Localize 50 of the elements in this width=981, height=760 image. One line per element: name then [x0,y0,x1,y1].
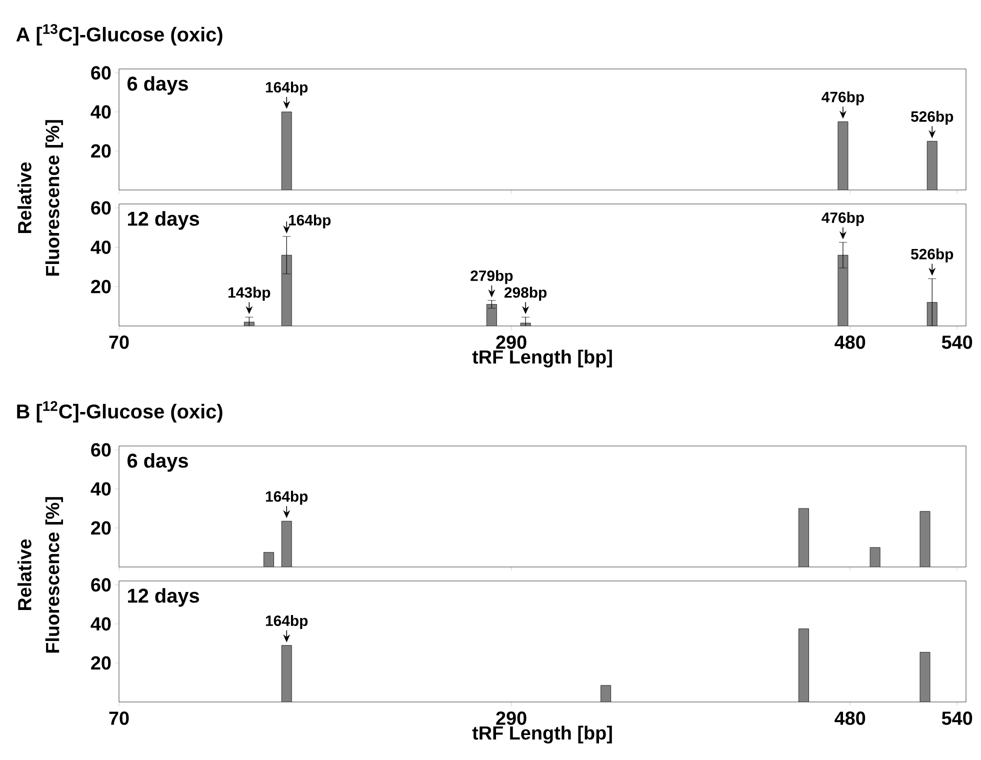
annotation: 476bp [822,212,864,226]
bar [600,685,612,702]
y-tick-label: 20 [91,144,111,158]
bar [281,520,292,567]
x-axis-title: tRF Length [bp] [472,726,612,744]
annotation: 6 days [128,76,188,95]
annotation: 164bp [266,615,308,629]
y-tick-label: 20 [91,656,111,670]
y-axis-title: Relative Fluorescence [%] [17,120,63,276]
annotation: 12 days [128,588,200,607]
annotation: 526bp [910,248,954,262]
y-tick-label: 40 [90,482,111,496]
annotation: 526bp [910,110,954,125]
annotation: 6 days [128,453,188,472]
annotation: 279bp [470,270,513,284]
y-tick-label: 60 [91,578,111,592]
chart-title: A [$^{13}$C]-Glucose (oxic) [16,24,222,46]
y-tick-label: 40 [90,617,111,631]
y-tick-label: 60 [91,201,111,215]
bar [264,552,274,567]
y-axis-title: Relative Fluorescence [%] [17,497,63,653]
x-tick-label: 70 [109,336,129,349]
y-tick-label: 60 [91,66,111,80]
bar [798,508,809,567]
x-tick-label: 480 [834,336,866,349]
y-tick-label: 60 [91,443,111,457]
annotation: 12 days [128,211,200,230]
bar [838,254,848,326]
x-tick-label: 480 [834,712,866,725]
annotation: 164bp [266,490,308,505]
annotation: 476bp [822,91,864,106]
bar [281,645,292,702]
annotation: 164bp [266,82,308,96]
chart-title: B [$^{12}$C]-Glucose (oxic) [17,401,222,422]
x-tick-label: 290 [496,336,526,349]
y-tick-label: 20 [91,280,111,294]
y-tick-label: 40 [90,240,111,254]
x-tick-label: 290 [496,712,526,725]
bar [486,304,497,326]
x-axis-title: tRF Length [bp] [472,350,612,368]
x-tick-label: 540 [942,336,972,349]
annotation: 164bp [288,214,331,228]
bar [281,254,292,326]
x-tick-label: 540 [942,712,972,725]
y-tick-label: 20 [91,521,111,535]
annotation: 143bp [228,286,270,301]
annotation: 298bp [504,286,547,301]
y-tick-label: 40 [90,105,111,119]
x-tick-label: 70 [109,712,129,725]
bar [798,628,809,702]
